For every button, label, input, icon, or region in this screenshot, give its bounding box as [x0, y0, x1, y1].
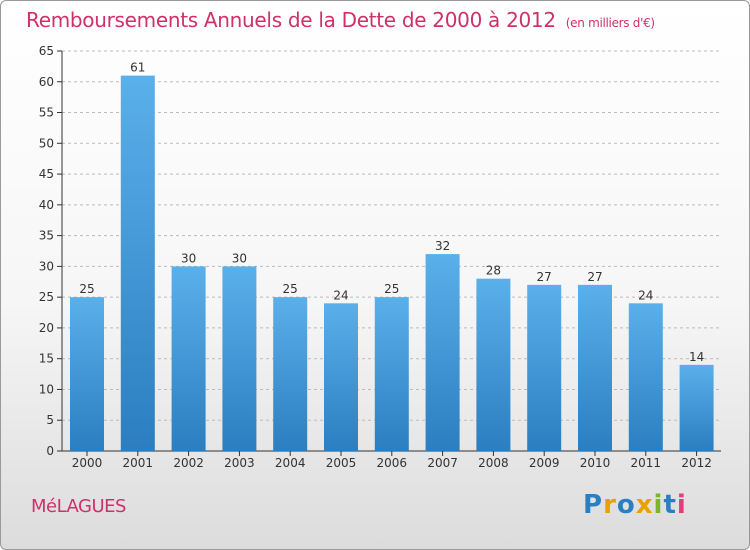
bar-value-label: 30 [181, 251, 196, 265]
y-tick-label: 15 [39, 352, 54, 366]
y-tick-label: 65 [39, 44, 54, 58]
y-tick-label: 0 [46, 444, 54, 458]
x-tick-label: 2005 [326, 456, 357, 470]
x-tick-label: 2006 [377, 456, 408, 470]
bar-value-label: 30 [232, 251, 247, 265]
bar-value-label: 25 [79, 282, 94, 296]
x-tick-label: 2008 [478, 456, 509, 470]
x-tick-label: 2001 [123, 456, 154, 470]
bar [374, 297, 409, 451]
bar [628, 303, 663, 451]
bar-value-label: 61 [130, 61, 145, 75]
y-tick-label: 45 [39, 167, 54, 181]
x-tick-label: 2000 [72, 456, 103, 470]
bar-value-label: 32 [435, 239, 450, 253]
y-tick-label: 35 [39, 229, 54, 243]
x-tick-label: 2007 [427, 456, 458, 470]
y-tick-label: 55 [39, 106, 54, 120]
bar-value-label: 25 [283, 282, 298, 296]
bar [527, 284, 562, 451]
bar [171, 266, 206, 451]
y-tick-label: 60 [39, 75, 54, 89]
y-tick-label: 30 [39, 259, 54, 273]
bar-value-label: 24 [333, 288, 348, 302]
x-tick-label: 2002 [173, 456, 204, 470]
chart-title: Remboursements Annuels de la Dette de 20… [26, 8, 655, 32]
bar [273, 297, 308, 451]
y-tick-label: 25 [39, 290, 54, 304]
bar [222, 266, 257, 451]
bar [476, 278, 511, 451]
bar-value-label: 14 [689, 350, 704, 364]
y-tick-label: 20 [39, 321, 54, 335]
title-text: Remboursements Annuels de la Dette de 20… [26, 8, 556, 32]
x-tick-label: 2004 [275, 456, 306, 470]
x-tick-label: 2011 [631, 456, 662, 470]
unit-note: (en milliers d'€) [565, 16, 655, 30]
bar [120, 75, 155, 451]
bar-value-label: 25 [384, 282, 399, 296]
y-tick-label: 10 [39, 382, 54, 396]
bar-value-label: 27 [587, 270, 602, 284]
commune-name: MéLAGUES [31, 496, 126, 517]
bar [70, 297, 104, 451]
y-tick-label: 40 [39, 198, 54, 212]
bar [324, 303, 358, 451]
y-tick-label: 50 [39, 136, 54, 150]
x-tick-label: 2012 [681, 456, 712, 470]
proxiti-logo: Proxiti [583, 490, 687, 520]
x-tick-label: 2010 [580, 456, 611, 470]
bar-value-label: 24 [638, 288, 653, 302]
x-tick-label: 2003 [224, 456, 255, 470]
y-tick-label: 5 [46, 413, 54, 427]
bar-value-label: 28 [486, 264, 501, 278]
bar [578, 284, 612, 451]
x-tick-label: 2009 [529, 456, 560, 470]
bar [679, 364, 714, 451]
bar [425, 254, 460, 451]
bar-value-label: 27 [537, 270, 552, 284]
